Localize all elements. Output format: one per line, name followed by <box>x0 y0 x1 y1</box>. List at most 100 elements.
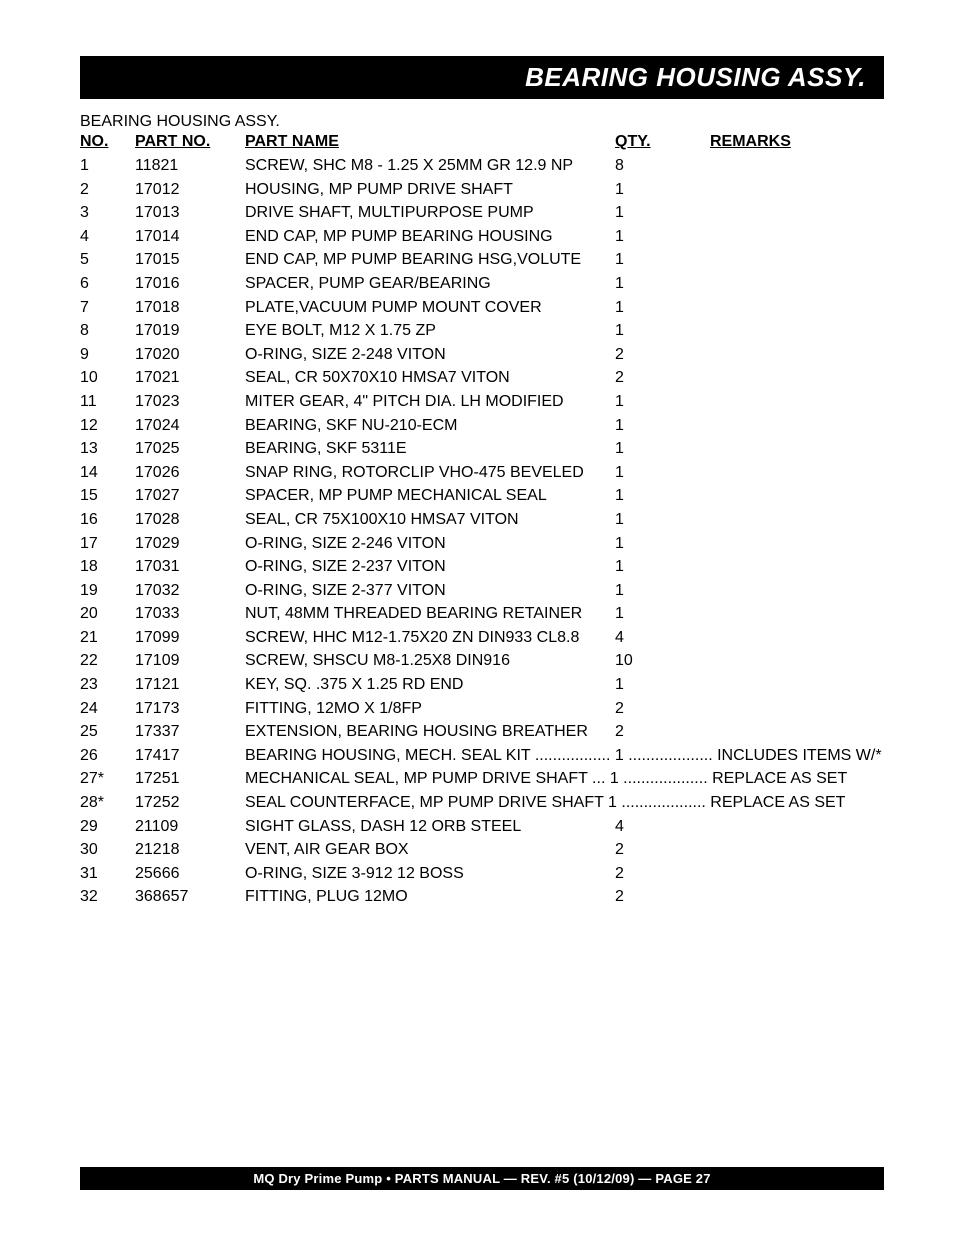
cell-no: 18 <box>80 555 135 579</box>
cell-qty: 1 <box>615 508 710 532</box>
cell-no: 11 <box>80 390 135 414</box>
cell-name: VENT, AIR GEAR BOX <box>245 838 615 862</box>
cell-partno: 17016 <box>135 272 245 296</box>
table-row: 2617417BEARING HOUSING, MECH. SEAL KIT .… <box>80 744 884 768</box>
cell-name: SEAL, CR 50X70X10 HMSA7 VITON <box>245 366 615 390</box>
cell-qty: 1 <box>615 461 710 485</box>
cell-partno: 17029 <box>135 532 245 556</box>
cell-name: FITTING, 12MO X 1/8FP <box>245 697 615 721</box>
cell-qty: 1 <box>615 532 710 556</box>
cell-remarks <box>710 272 884 296</box>
cell-partno: 17027 <box>135 484 245 508</box>
cell-remarks <box>710 366 884 390</box>
cell-name: SNAP RING, ROTORCLIP VHO-475 BEVELED <box>245 461 615 485</box>
cell-remarks <box>710 319 884 343</box>
cell-remarks <box>710 390 884 414</box>
cell-partno: 17013 <box>135 201 245 225</box>
cell-name: DRIVE SHAFT, MULTIPURPOSE PUMP <box>245 201 615 225</box>
table-row: 2921109SIGHT GLASS, DASH 12 ORB STEEL4 <box>80 815 884 839</box>
col-header-name: PART NAME <box>245 133 615 154</box>
table-row: 3021218VENT, AIR GEAR BOX2 <box>80 838 884 862</box>
cell-name: O-RING, SIZE 2-377 VITON <box>245 579 615 603</box>
cell-no: 21 <box>80 626 135 650</box>
cell-name: EYE BOLT, M12 X 1.75 ZP <box>245 319 615 343</box>
cell-remarks <box>710 838 884 862</box>
cell-qty: 1 <box>615 390 710 414</box>
cell-name: BEARING, SKF NU-210-ECM <box>245 414 615 438</box>
cell-no: 19 <box>80 579 135 603</box>
cell-partno: 17015 <box>135 248 245 272</box>
cell-qty: 1 <box>615 319 710 343</box>
table-row: 317013DRIVE SHAFT, MULTIPURPOSE PUMP1 <box>80 201 884 225</box>
table-row: 28*17252SEAL COUNTERFACE, MP PUMP DRIVE … <box>80 791 884 815</box>
cell-qty: 1 <box>615 225 710 249</box>
cell-partno: 17012 <box>135 178 245 202</box>
table-row: 1017021SEAL, CR 50X70X10 HMSA7 VITON2 <box>80 366 884 390</box>
cell-no: 7 <box>80 296 135 320</box>
cell-no: 6 <box>80 272 135 296</box>
cell-name: NUT, 48MM THREADED BEARING RETAINER <box>245 602 615 626</box>
cell-partno: 17251 <box>135 767 245 791</box>
table-row: 27*17251MECHANICAL SEAL, MP PUMP DRIVE S… <box>80 767 884 791</box>
cell-partno: 17121 <box>135 673 245 697</box>
table-row: 717018PLATE,VACUUM PUMP MOUNT COVER1 <box>80 296 884 320</box>
cell-remarks <box>710 461 884 485</box>
cell-partno: 17019 <box>135 319 245 343</box>
cell-no: 15 <box>80 484 135 508</box>
cell-remarks <box>710 248 884 272</box>
cell-partno: 21218 <box>135 838 245 862</box>
cell-qty: 2 <box>615 697 710 721</box>
cell-name: BEARING, SKF 5311E <box>245 437 615 461</box>
cell-partno: 368657 <box>135 885 245 909</box>
parts-table: NO. PART NO. PART NAME QTY. REMARKS 1118… <box>80 133 884 909</box>
cell-name-span: BEARING HOUSING, MECH. SEAL KIT ........… <box>245 744 884 768</box>
cell-qty: 1 <box>615 414 710 438</box>
cell-partno: 17173 <box>135 697 245 721</box>
cell-no: 31 <box>80 862 135 886</box>
cell-qty: 2 <box>615 885 710 909</box>
cell-remarks <box>710 649 884 673</box>
table-row: 1517027SPACER, MP PUMP MECHANICAL SEAL1 <box>80 484 884 508</box>
cell-partno: 11821 <box>135 154 245 178</box>
table-row: 32368657FITTING, PLUG 12MO2 <box>80 885 884 909</box>
cell-name-span: MECHANICAL SEAL, MP PUMP DRIVE SHAFT ...… <box>245 767 884 791</box>
table-row: 417014END CAP, MP PUMP BEARING HOUSING1 <box>80 225 884 249</box>
cell-remarks <box>710 885 884 909</box>
table-row: 1417026SNAP RING, ROTORCLIP VHO-475 BEVE… <box>80 461 884 485</box>
cell-name: EXTENSION, BEARING HOUSING BREATHER <box>245 720 615 744</box>
cell-qty: 1 <box>615 579 710 603</box>
cell-remarks <box>710 225 884 249</box>
cell-qty: 1 <box>615 555 710 579</box>
col-header-no: NO. <box>80 133 135 154</box>
cell-remarks <box>710 508 884 532</box>
section-title: BEARING HOUSING ASSY. <box>80 113 884 131</box>
cell-partno: 17024 <box>135 414 245 438</box>
table-header-row: NO. PART NO. PART NAME QTY. REMARKS <box>80 133 884 154</box>
table-row: 217012HOUSING, MP PUMP DRIVE SHAFT1 <box>80 178 884 202</box>
cell-no: 28* <box>80 791 135 815</box>
cell-partno: 17026 <box>135 461 245 485</box>
cell-no: 13 <box>80 437 135 461</box>
col-header-partno: PART NO. <box>135 133 245 154</box>
cell-partno: 25666 <box>135 862 245 886</box>
cell-no: 16 <box>80 508 135 532</box>
cell-qty: 4 <box>615 815 710 839</box>
table-row: 617016SPACER, PUMP GEAR/BEARING1 <box>80 272 884 296</box>
cell-partno: 17025 <box>135 437 245 461</box>
cell-no: 20 <box>80 602 135 626</box>
cell-no: 32 <box>80 885 135 909</box>
cell-qty: 1 <box>615 178 710 202</box>
cell-qty: 1 <box>615 248 710 272</box>
table-row: 817019EYE BOLT, M12 X 1.75 ZP1 <box>80 319 884 343</box>
cell-qty: 4 <box>615 626 710 650</box>
cell-qty: 1 <box>615 201 710 225</box>
cell-name: END CAP, MP PUMP BEARING HSG,VOLUTE <box>245 248 615 272</box>
table-row: 1117023MITER GEAR, 4" PITCH DIA. LH MODI… <box>80 390 884 414</box>
table-row: 2117099SCREW, HHC M12-1.75X20 ZN DIN933 … <box>80 626 884 650</box>
cell-partno: 17109 <box>135 649 245 673</box>
cell-remarks <box>710 673 884 697</box>
page-title: BEARING HOUSING ASSY. <box>525 62 866 92</box>
cell-qty: 2 <box>615 366 710 390</box>
cell-qty: 1 <box>615 484 710 508</box>
cell-no: 30 <box>80 838 135 862</box>
